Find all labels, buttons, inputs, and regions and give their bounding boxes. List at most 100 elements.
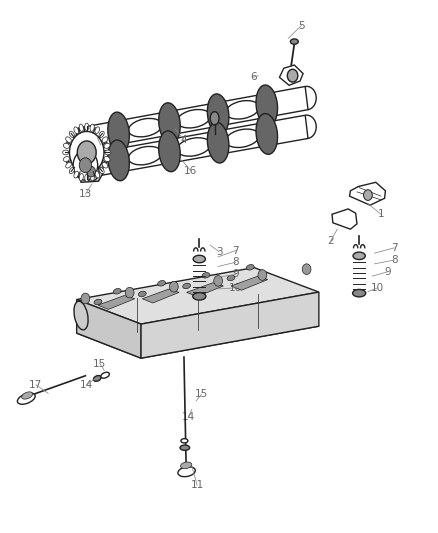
Ellipse shape <box>177 109 211 128</box>
Ellipse shape <box>94 299 102 305</box>
Ellipse shape <box>101 372 110 378</box>
Polygon shape <box>84 115 308 178</box>
Text: 9: 9 <box>384 267 391 277</box>
Ellipse shape <box>138 291 146 297</box>
Ellipse shape <box>108 112 129 153</box>
Ellipse shape <box>159 131 180 172</box>
Polygon shape <box>350 182 385 205</box>
Circle shape <box>87 166 95 177</box>
Ellipse shape <box>79 174 83 181</box>
Text: 16: 16 <box>184 166 197 175</box>
Circle shape <box>73 150 98 180</box>
Text: 14: 14 <box>80 380 93 390</box>
Ellipse shape <box>79 124 83 131</box>
Ellipse shape <box>74 301 88 330</box>
Circle shape <box>83 162 99 181</box>
Ellipse shape <box>210 111 219 125</box>
Text: 7: 7 <box>232 246 239 255</box>
Ellipse shape <box>108 140 129 181</box>
Circle shape <box>77 141 96 164</box>
Ellipse shape <box>85 174 88 182</box>
Text: 10: 10 <box>371 283 384 293</box>
Circle shape <box>302 264 311 274</box>
Text: 2: 2 <box>327 236 334 246</box>
Polygon shape <box>332 209 357 229</box>
Ellipse shape <box>99 167 104 174</box>
Ellipse shape <box>353 289 366 297</box>
Ellipse shape <box>66 163 71 168</box>
Text: 15: 15 <box>195 390 208 399</box>
Polygon shape <box>98 295 135 309</box>
Text: 17: 17 <box>29 380 42 390</box>
Text: 5: 5 <box>298 21 305 30</box>
Ellipse shape <box>128 147 162 165</box>
Text: 9: 9 <box>232 270 239 279</box>
Text: 3: 3 <box>215 247 223 256</box>
Ellipse shape <box>102 163 108 168</box>
Circle shape <box>125 287 134 298</box>
Ellipse shape <box>256 85 278 126</box>
Polygon shape <box>187 282 223 296</box>
Circle shape <box>81 293 90 304</box>
Circle shape <box>214 276 223 286</box>
Circle shape <box>70 132 104 173</box>
Ellipse shape <box>66 137 71 142</box>
Ellipse shape <box>178 467 195 477</box>
Ellipse shape <box>207 94 229 135</box>
Ellipse shape <box>159 103 180 143</box>
Ellipse shape <box>85 123 88 131</box>
Ellipse shape <box>69 167 74 174</box>
Ellipse shape <box>353 252 365 260</box>
Polygon shape <box>279 65 303 85</box>
Ellipse shape <box>99 131 104 138</box>
Ellipse shape <box>64 157 69 161</box>
Ellipse shape <box>64 143 69 148</box>
Ellipse shape <box>105 150 111 155</box>
Circle shape <box>79 158 92 173</box>
Ellipse shape <box>21 392 33 399</box>
Ellipse shape <box>74 127 78 134</box>
Text: 8: 8 <box>391 255 398 265</box>
Text: 7: 7 <box>391 243 398 253</box>
Ellipse shape <box>95 171 99 178</box>
Ellipse shape <box>128 118 162 137</box>
Text: 10: 10 <box>229 283 242 293</box>
Ellipse shape <box>74 171 78 178</box>
Text: 14: 14 <box>182 412 195 422</box>
Ellipse shape <box>69 131 74 138</box>
Circle shape <box>258 270 267 280</box>
Ellipse shape <box>93 376 101 381</box>
Ellipse shape <box>180 462 192 469</box>
Ellipse shape <box>90 124 94 131</box>
Ellipse shape <box>95 127 99 134</box>
Ellipse shape <box>181 439 188 443</box>
Text: 8: 8 <box>232 257 239 267</box>
Text: 1: 1 <box>378 209 385 219</box>
Ellipse shape <box>290 39 298 44</box>
Polygon shape <box>78 160 103 182</box>
Ellipse shape <box>104 143 110 148</box>
Polygon shape <box>84 86 308 150</box>
Text: 11: 11 <box>191 480 204 490</box>
Ellipse shape <box>63 150 69 155</box>
Text: 15: 15 <box>93 359 106 368</box>
Ellipse shape <box>104 157 110 161</box>
Ellipse shape <box>226 129 259 148</box>
Polygon shape <box>77 300 141 358</box>
Polygon shape <box>231 276 268 290</box>
Ellipse shape <box>226 101 259 119</box>
Polygon shape <box>141 292 319 358</box>
Ellipse shape <box>193 293 206 300</box>
Ellipse shape <box>18 393 35 404</box>
Text: 4: 4 <box>180 135 187 144</box>
Polygon shape <box>77 301 319 358</box>
Ellipse shape <box>183 283 191 289</box>
Ellipse shape <box>177 138 211 156</box>
Text: 12: 12 <box>94 140 107 150</box>
Polygon shape <box>77 268 319 324</box>
Ellipse shape <box>90 174 94 181</box>
Circle shape <box>364 190 372 200</box>
Circle shape <box>170 281 178 292</box>
Ellipse shape <box>113 288 121 294</box>
Ellipse shape <box>246 264 254 270</box>
